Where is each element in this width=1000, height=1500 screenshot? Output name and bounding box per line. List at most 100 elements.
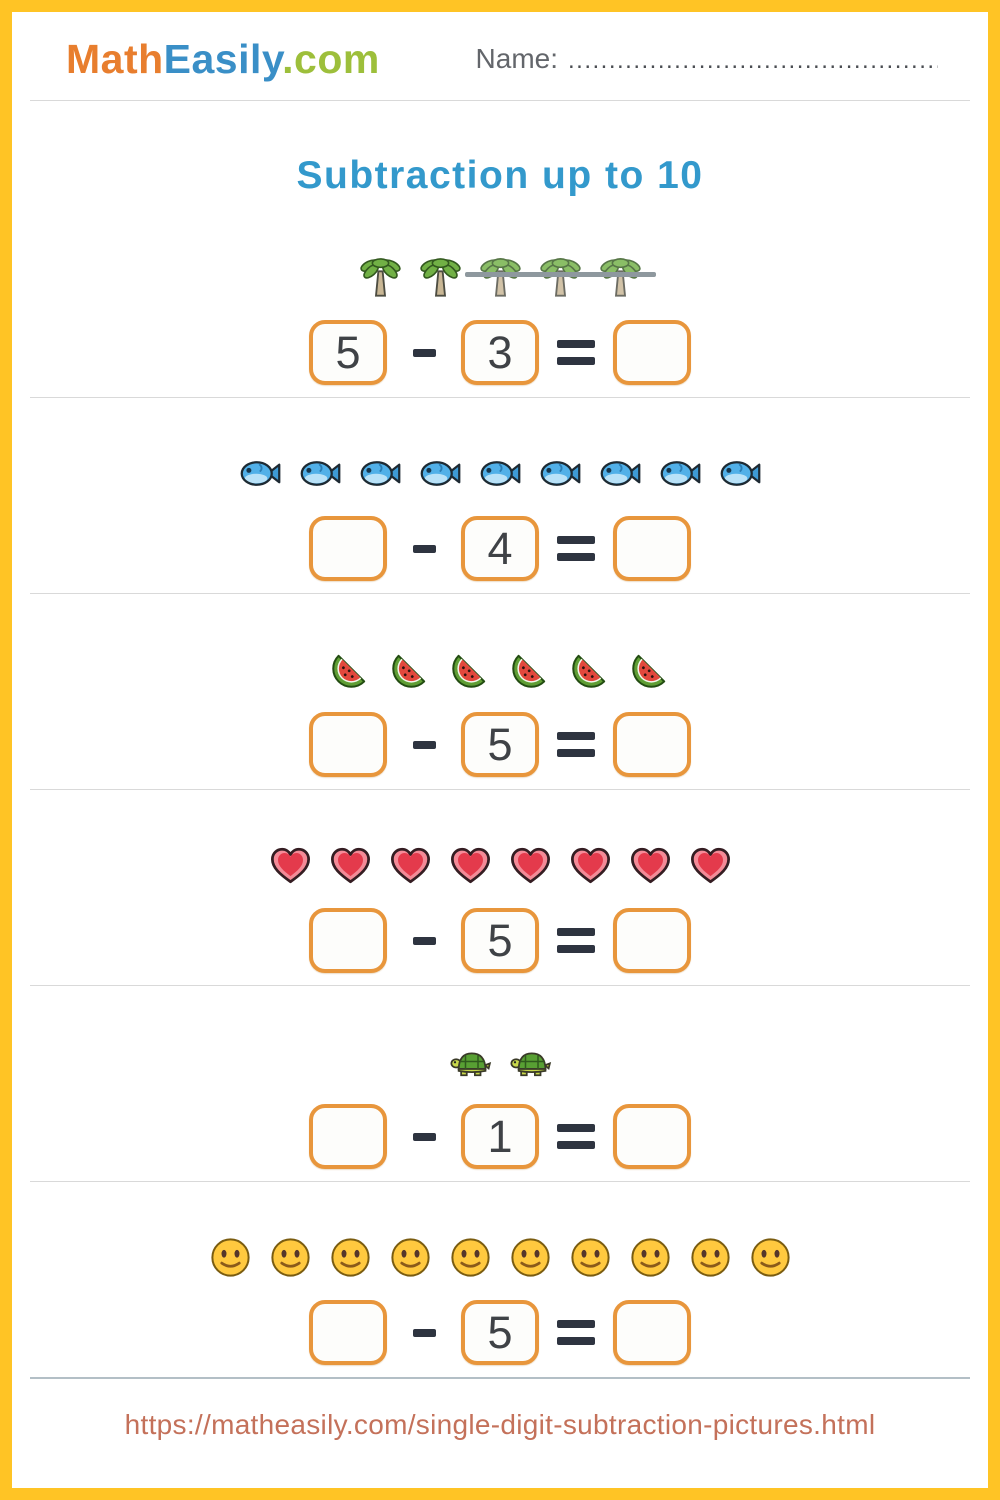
subtrahend-box: 5	[461, 1300, 539, 1365]
smiley-icon	[748, 1235, 793, 1280]
equation: 5	[309, 908, 691, 973]
heart-icon	[568, 843, 613, 888]
page-title: Subtraction up to 10	[296, 154, 704, 197]
name-fill-in-line[interactable]: ........................................…	[568, 47, 938, 74]
minus-sign	[405, 1132, 443, 1141]
icon-row	[358, 251, 656, 303]
fish-icon	[418, 451, 463, 496]
crossed-out-group	[464, 255, 656, 300]
watermelon-icon	[508, 647, 553, 692]
smiley-icon	[688, 1235, 733, 1280]
subtrahend-box: 5	[461, 908, 539, 973]
answer-box[interactable]	[613, 320, 691, 385]
minus-sign	[405, 740, 443, 749]
equals-sign	[557, 732, 595, 757]
equation: 5	[309, 712, 691, 777]
equals-sign	[557, 340, 595, 365]
strikethrough-line	[464, 272, 656, 277]
smiley-icon	[388, 1235, 433, 1280]
palm-tree-icon	[358, 255, 403, 300]
subtrahend-box: 3	[461, 320, 539, 385]
minus-sign	[405, 1328, 443, 1337]
answer-box[interactable]	[613, 908, 691, 973]
subtrahend-box: 1	[461, 1104, 539, 1169]
subtrahend-value: 4	[487, 523, 513, 574]
logo-part-com: .com	[282, 35, 380, 82]
equals-sign	[557, 1320, 595, 1345]
subtrahend-value: 1	[487, 1111, 513, 1162]
fish-icon	[478, 451, 523, 496]
smiley-icon	[508, 1235, 553, 1280]
palm-tree-icon	[598, 255, 643, 300]
subtrahend-value: 5	[487, 1307, 513, 1358]
smiley-icon	[448, 1235, 493, 1280]
palm-tree-icon	[478, 255, 523, 300]
smiley-icon	[268, 1235, 313, 1280]
equals-sign	[557, 1124, 595, 1149]
watermelon-icon	[628, 647, 673, 692]
subtrahend-value: 3	[487, 327, 513, 378]
logo-part-math: Math	[66, 35, 164, 82]
heart-icon	[328, 843, 373, 888]
name-field: Name: ..................................…	[476, 43, 938, 75]
heart-icon	[688, 843, 733, 888]
problem-row: 5	[12, 594, 988, 789]
answer-box[interactable]	[613, 516, 691, 581]
watermelon-icon	[448, 647, 493, 692]
problems-list: 5 3 4 5 5	[12, 251, 988, 1377]
turtle-icon	[448, 1039, 493, 1084]
problem-row: 5	[12, 1182, 988, 1377]
minuend-box: 5	[309, 320, 387, 385]
fish-icon	[658, 451, 703, 496]
subtrahend-value: 5	[487, 915, 513, 966]
page-header: MathEasily.com Name: ...................…	[12, 12, 988, 100]
heart-icon	[448, 843, 493, 888]
fish-icon	[238, 451, 283, 496]
section-divider	[30, 985, 970, 986]
minuend-box[interactable]	[309, 516, 387, 581]
watermelon-icon	[568, 647, 613, 692]
heart-icon	[388, 843, 433, 888]
source-url-link[interactable]: https://matheasily.com/single-digit-subt…	[124, 1409, 876, 1440]
minuend-value: 5	[335, 327, 361, 378]
minuend-box[interactable]	[309, 908, 387, 973]
subtrahend-box: 4	[461, 516, 539, 581]
footer-divider	[30, 1377, 970, 1379]
smiley-icon	[628, 1235, 673, 1280]
smiley-icon	[328, 1235, 373, 1280]
minuend-box[interactable]	[309, 712, 387, 777]
page-footer: https://matheasily.com/single-digit-subt…	[12, 1377, 988, 1488]
equation: 1	[309, 1104, 691, 1169]
problem-row: 5 3	[12, 251, 988, 397]
site-logo: MathEasily.com	[66, 36, 380, 83]
subtrahend-box: 5	[461, 712, 539, 777]
watermelon-icon	[388, 647, 433, 692]
answer-box[interactable]	[613, 712, 691, 777]
header-divider	[30, 100, 970, 101]
subtrahend-value: 5	[487, 719, 513, 770]
minuend-box[interactable]	[309, 1104, 387, 1169]
answer-box[interactable]	[613, 1300, 691, 1365]
answer-box[interactable]	[613, 1104, 691, 1169]
problem-row: 1	[12, 986, 988, 1181]
minus-sign	[405, 348, 443, 357]
equals-sign	[557, 536, 595, 561]
watermelon-icon	[328, 647, 373, 692]
icon-row	[268, 839, 733, 891]
minus-sign	[405, 936, 443, 945]
fish-icon	[598, 451, 643, 496]
problem-row: 5	[12, 790, 988, 985]
equals-sign	[557, 928, 595, 953]
palm-tree-icon	[538, 255, 583, 300]
minuend-box[interactable]	[309, 1300, 387, 1365]
heart-icon	[268, 843, 313, 888]
icon-row	[328, 643, 673, 695]
section-divider	[30, 789, 970, 790]
section-divider	[30, 1181, 970, 1182]
smiley-icon	[568, 1235, 613, 1280]
fish-icon	[358, 451, 403, 496]
fish-icon	[718, 451, 763, 496]
fish-icon	[298, 451, 343, 496]
turtle-icon	[508, 1039, 553, 1084]
